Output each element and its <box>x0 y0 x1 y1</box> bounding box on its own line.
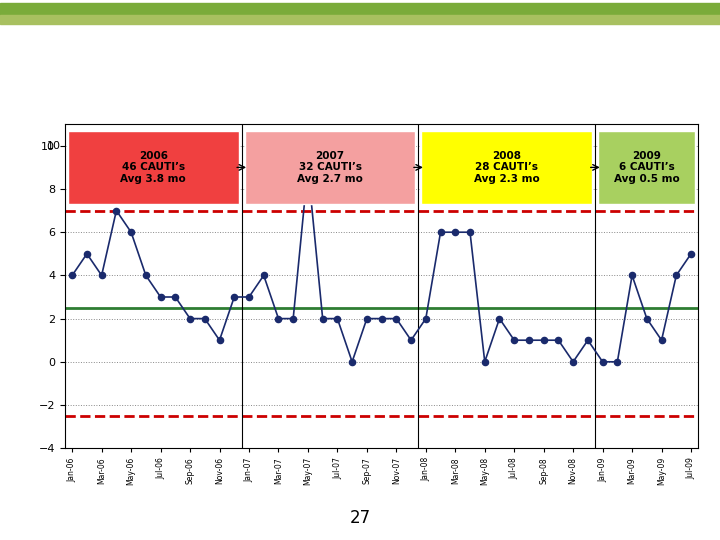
Point <box>449 228 461 237</box>
Bar <box>0 3 720 15</box>
Text: 2006
46 CAUTI’s
Avg 3.8 mo: 2006 46 CAUTI’s Avg 3.8 mo <box>120 151 186 184</box>
Point <box>317 314 328 323</box>
Point <box>140 271 152 280</box>
Point <box>390 314 402 323</box>
Text: 10: 10 <box>46 141 60 151</box>
Text: Outcomes: Outcomes <box>282 27 438 56</box>
Point <box>670 271 682 280</box>
Point <box>567 357 579 366</box>
Point <box>214 336 225 345</box>
Point <box>243 293 255 301</box>
Text: 2007
32 CAUTI’s
Avg 2.7 mo: 2007 32 CAUTI’s Avg 2.7 mo <box>297 151 363 184</box>
Point <box>464 228 476 237</box>
Point <box>508 336 520 345</box>
FancyBboxPatch shape <box>245 131 415 204</box>
Point <box>435 228 446 237</box>
Text: ARMC Monthly Urinary Cath Related UTI’s: ARMC Monthly Urinary Cath Related UTI’s <box>181 63 539 77</box>
Point <box>597 357 608 366</box>
Point <box>611 357 623 366</box>
Point <box>582 336 594 345</box>
Bar <box>0 15 720 24</box>
Point <box>302 163 314 172</box>
Point <box>199 314 210 323</box>
Text: 2009
6 CAUTI’s
Avg 0.5 mo: 2009 6 CAUTI’s Avg 0.5 mo <box>614 151 680 184</box>
Point <box>169 293 181 301</box>
Point <box>66 271 78 280</box>
Point <box>523 336 535 345</box>
Point <box>553 336 564 345</box>
Point <box>656 336 667 345</box>
Point <box>420 314 431 323</box>
Point <box>228 293 240 301</box>
Point <box>184 314 196 323</box>
Point <box>287 314 299 323</box>
Point <box>376 314 387 323</box>
Point <box>538 336 549 345</box>
FancyBboxPatch shape <box>68 131 238 204</box>
Point <box>125 228 137 237</box>
Point <box>273 314 284 323</box>
Point <box>332 314 343 323</box>
Point <box>641 314 652 323</box>
FancyBboxPatch shape <box>421 131 593 204</box>
Point <box>111 206 122 215</box>
Point <box>258 271 269 280</box>
Point <box>361 314 373 323</box>
Point <box>155 293 166 301</box>
Point <box>346 357 358 366</box>
Point <box>479 357 490 366</box>
Text: 27: 27 <box>349 509 371 528</box>
Point <box>96 271 107 280</box>
Point <box>494 314 505 323</box>
Point <box>626 271 638 280</box>
FancyBboxPatch shape <box>598 131 696 204</box>
Point <box>405 336 417 345</box>
Point <box>685 249 697 258</box>
Text: 2008
28 CAUTI’s
Avg 2.3 mo: 2008 28 CAUTI’s Avg 2.3 mo <box>474 151 540 184</box>
Point <box>81 249 93 258</box>
